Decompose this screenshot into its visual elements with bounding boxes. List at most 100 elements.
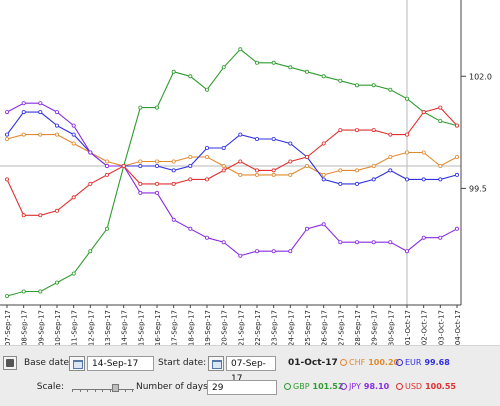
scale-slider[interactable]: [72, 384, 134, 394]
data-point: [321, 177, 326, 182]
data-point: [421, 177, 426, 182]
data-point: [154, 190, 159, 195]
legend-marker-icon: [396, 359, 403, 366]
data-point: [204, 154, 209, 159]
data-point: [304, 163, 309, 168]
x-tick-label: 17-Sep-17: [171, 310, 179, 345]
slider-track: [72, 389, 134, 390]
calendar-icon[interactable]: [69, 356, 85, 371]
x-tick-label: 02-Oct-17: [421, 310, 429, 345]
series-line: [6, 134, 458, 176]
data-point: [254, 60, 259, 65]
data-point: [388, 154, 393, 159]
data-point: [71, 195, 76, 200]
base-date-field[interactable]: 14-Sep-17: [87, 356, 154, 371]
data-point: [88, 181, 93, 186]
data-point: [138, 163, 143, 168]
data-point: [238, 253, 243, 258]
legend-value: 100.20: [368, 358, 400, 367]
legend-code: EUR: [405, 358, 422, 367]
series-jpy[interactable]: [5, 101, 459, 258]
series-lines[interactable]: [5, 47, 459, 298]
data-point: [238, 47, 243, 52]
data-point: [354, 128, 359, 133]
data-point: [71, 271, 76, 276]
legend-marker-icon: [284, 383, 291, 390]
data-point: [304, 69, 309, 74]
x-tick-label: 13-Sep-17: [104, 310, 112, 345]
data-point: [404, 249, 409, 254]
data-point: [288, 159, 293, 164]
data-point: [55, 123, 60, 128]
data-point: [288, 249, 293, 254]
legend-marker-icon: [340, 383, 347, 390]
data-point: [321, 74, 326, 79]
data-point: [221, 240, 226, 245]
legend-code: CHF: [349, 358, 366, 367]
series-usd[interactable]: [5, 105, 459, 218]
data-point: [71, 132, 76, 137]
legend-item-gbp: GBP 101.52: [284, 382, 343, 391]
data-point: [38, 110, 43, 115]
data-point: [21, 110, 26, 115]
data-point: [438, 235, 443, 240]
data-point: [204, 235, 209, 240]
x-tick-label: 30-Sep-17: [387, 310, 395, 345]
data-point: [371, 240, 376, 245]
x-tick-label: 16-Sep-17: [154, 310, 162, 345]
legend-item-chf: CHF 100.20: [340, 358, 399, 367]
data-point: [321, 222, 326, 227]
x-tick-label: 15-Sep-17: [137, 310, 145, 345]
calendar-icon[interactable]: [208, 356, 224, 371]
legend-code: USD: [405, 382, 423, 391]
x-tick-label: 25-Sep-17: [304, 310, 312, 345]
data-point: [304, 154, 309, 159]
data-point: [71, 123, 76, 128]
data-point: [21, 213, 26, 218]
x-tick-label: 10-Sep-17: [54, 310, 62, 345]
data-point: [271, 249, 276, 254]
data-point: [238, 172, 243, 177]
data-point: [271, 172, 276, 177]
data-point: [254, 249, 259, 254]
data-point: [354, 240, 359, 245]
legend-code: GBP: [293, 382, 310, 391]
x-tick-label: 01-Oct-17: [404, 310, 412, 345]
currency-line-chart: 102.0 99.5 07-Sep-17 08-Sep-17 09-Sep-17 10-…: [0, 0, 492, 345]
slider-tick: [79, 389, 81, 392]
slider-thumb[interactable]: [111, 384, 119, 392]
x-tick-label: 29-Sep-17: [371, 310, 379, 345]
data-point: [221, 168, 226, 173]
x-tick-label: 27-Sep-17: [337, 310, 345, 345]
data-point: [338, 168, 343, 173]
control-panel: [0, 345, 500, 406]
data-point: [38, 289, 43, 294]
data-point: [121, 163, 126, 168]
data-point: [21, 132, 26, 137]
data-point: [55, 280, 60, 285]
data-point: [354, 83, 359, 88]
days-field[interactable]: 29: [207, 380, 277, 395]
start-date-label: Start date:: [158, 358, 207, 368]
data-point: [171, 159, 176, 164]
slider-tick: [87, 389, 88, 392]
legend-item-eur: EUR 99.68: [396, 358, 450, 367]
data-point: [171, 168, 176, 173]
data-point: [221, 145, 226, 150]
x-tick-label: 09-Sep-17: [37, 310, 45, 345]
x-tick-label: 14-Sep-17: [121, 310, 129, 345]
data-point: [204, 87, 209, 92]
data-point: [21, 289, 26, 294]
chart-options-button[interactable]: [3, 356, 17, 370]
legend-marker-icon: [396, 383, 403, 390]
data-point: [55, 110, 60, 115]
data-point: [438, 119, 443, 124]
x-tick-label: 04-Oct-17: [454, 310, 462, 345]
data-point: [454, 172, 459, 177]
x-tick-label: 19-Sep-17: [204, 310, 212, 345]
data-point: [404, 177, 409, 182]
data-point: [288, 172, 293, 177]
data-point: [55, 132, 60, 137]
start-date-field[interactable]: 07-Sep-17: [226, 356, 276, 384]
data-point: [321, 141, 326, 146]
